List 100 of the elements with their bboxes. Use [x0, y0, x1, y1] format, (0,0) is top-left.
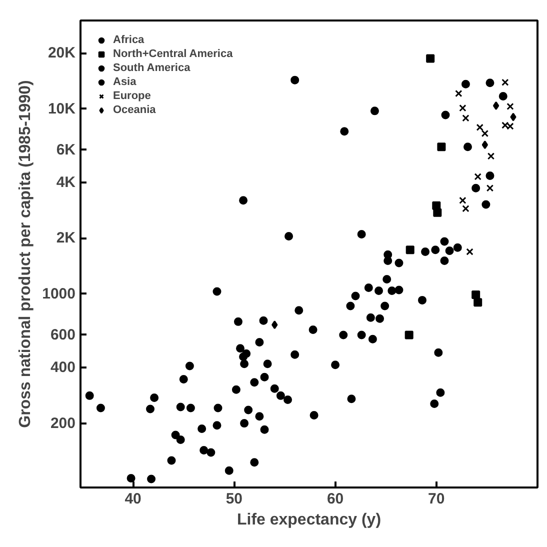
point	[440, 256, 449, 266]
point	[481, 130, 489, 138]
x-tick-label: 50	[226, 490, 243, 508]
point	[476, 124, 484, 131]
point	[176, 402, 185, 412]
point	[459, 196, 466, 204]
point	[347, 394, 356, 404]
point	[455, 90, 462, 98]
point	[474, 173, 482, 180]
point	[376, 314, 384, 323]
point	[445, 246, 454, 256]
point	[357, 330, 366, 340]
point	[366, 313, 375, 322]
point	[171, 430, 180, 440]
point	[482, 140, 488, 150]
point	[240, 419, 249, 428]
point	[185, 362, 194, 370]
point	[186, 404, 195, 412]
x-tick-label: 60	[326, 490, 344, 508]
point	[482, 200, 490, 209]
point	[198, 424, 206, 433]
point	[239, 196, 248, 205]
point	[147, 474, 156, 484]
point	[96, 404, 105, 412]
point	[388, 286, 396, 296]
point	[290, 350, 300, 359]
point	[239, 352, 248, 361]
point	[259, 316, 268, 325]
point	[462, 205, 470, 212]
y-tick-label: 6K	[56, 141, 76, 158]
point	[466, 248, 474, 256]
point	[276, 391, 285, 400]
point	[351, 292, 360, 300]
point	[368, 334, 377, 344]
point	[214, 404, 222, 412]
point	[459, 104, 466, 112]
point	[234, 317, 242, 326]
y-tick-label: 200	[50, 414, 76, 432]
point	[434, 348, 443, 357]
point	[404, 330, 414, 340]
point	[331, 360, 340, 370]
point	[492, 101, 500, 110]
y-axis-title: Gross national product per capita (1985-1990)	[17, 80, 34, 428]
point	[370, 106, 379, 116]
point	[346, 302, 355, 310]
point	[453, 243, 462, 252]
point	[382, 275, 392, 284]
legend-label: Europe	[113, 90, 151, 102]
legend-label: Africa	[113, 34, 144, 46]
point	[506, 102, 514, 110]
y-tick-label: 20K	[48, 44, 76, 62]
y-tick-label: 4K	[56, 174, 76, 191]
point	[502, 78, 509, 86]
point	[394, 258, 404, 268]
point	[260, 372, 269, 382]
point	[498, 92, 508, 100]
point	[421, 248, 430, 256]
point	[244, 406, 253, 414]
point	[212, 421, 222, 430]
point	[150, 393, 159, 402]
legend-label: North+Central America	[113, 48, 233, 60]
point	[472, 184, 480, 192]
y-tick-label: 1000	[42, 285, 76, 302]
point	[240, 360, 249, 368]
point	[440, 237, 449, 246]
point	[85, 391, 94, 400]
x-tick-label: 40	[124, 490, 142, 508]
point	[510, 112, 516, 122]
point	[250, 458, 259, 467]
point	[486, 78, 494, 88]
point	[418, 296, 426, 304]
point	[437, 142, 446, 152]
point	[179, 375, 188, 384]
point	[294, 306, 304, 315]
point	[472, 290, 480, 299]
point	[167, 456, 176, 465]
point	[380, 302, 390, 310]
point	[426, 54, 435, 63]
point	[260, 425, 269, 434]
point	[436, 388, 445, 397]
point	[236, 344, 244, 353]
point	[250, 378, 259, 387]
point	[310, 411, 318, 420]
point	[270, 384, 279, 393]
point	[430, 400, 439, 408]
point	[487, 152, 495, 160]
y-tick-label: 600	[50, 326, 76, 344]
point	[394, 286, 404, 294]
point	[486, 171, 494, 180]
point	[339, 330, 348, 340]
legend-label: South America	[113, 62, 190, 74]
point	[284, 396, 292, 404]
point	[255, 338, 264, 347]
point	[126, 474, 136, 482]
legend-label: Oceania	[113, 104, 156, 116]
point	[462, 114, 470, 122]
point	[224, 466, 234, 475]
point	[255, 412, 264, 421]
y-tick-label: 10K	[48, 100, 76, 118]
point	[340, 127, 349, 136]
